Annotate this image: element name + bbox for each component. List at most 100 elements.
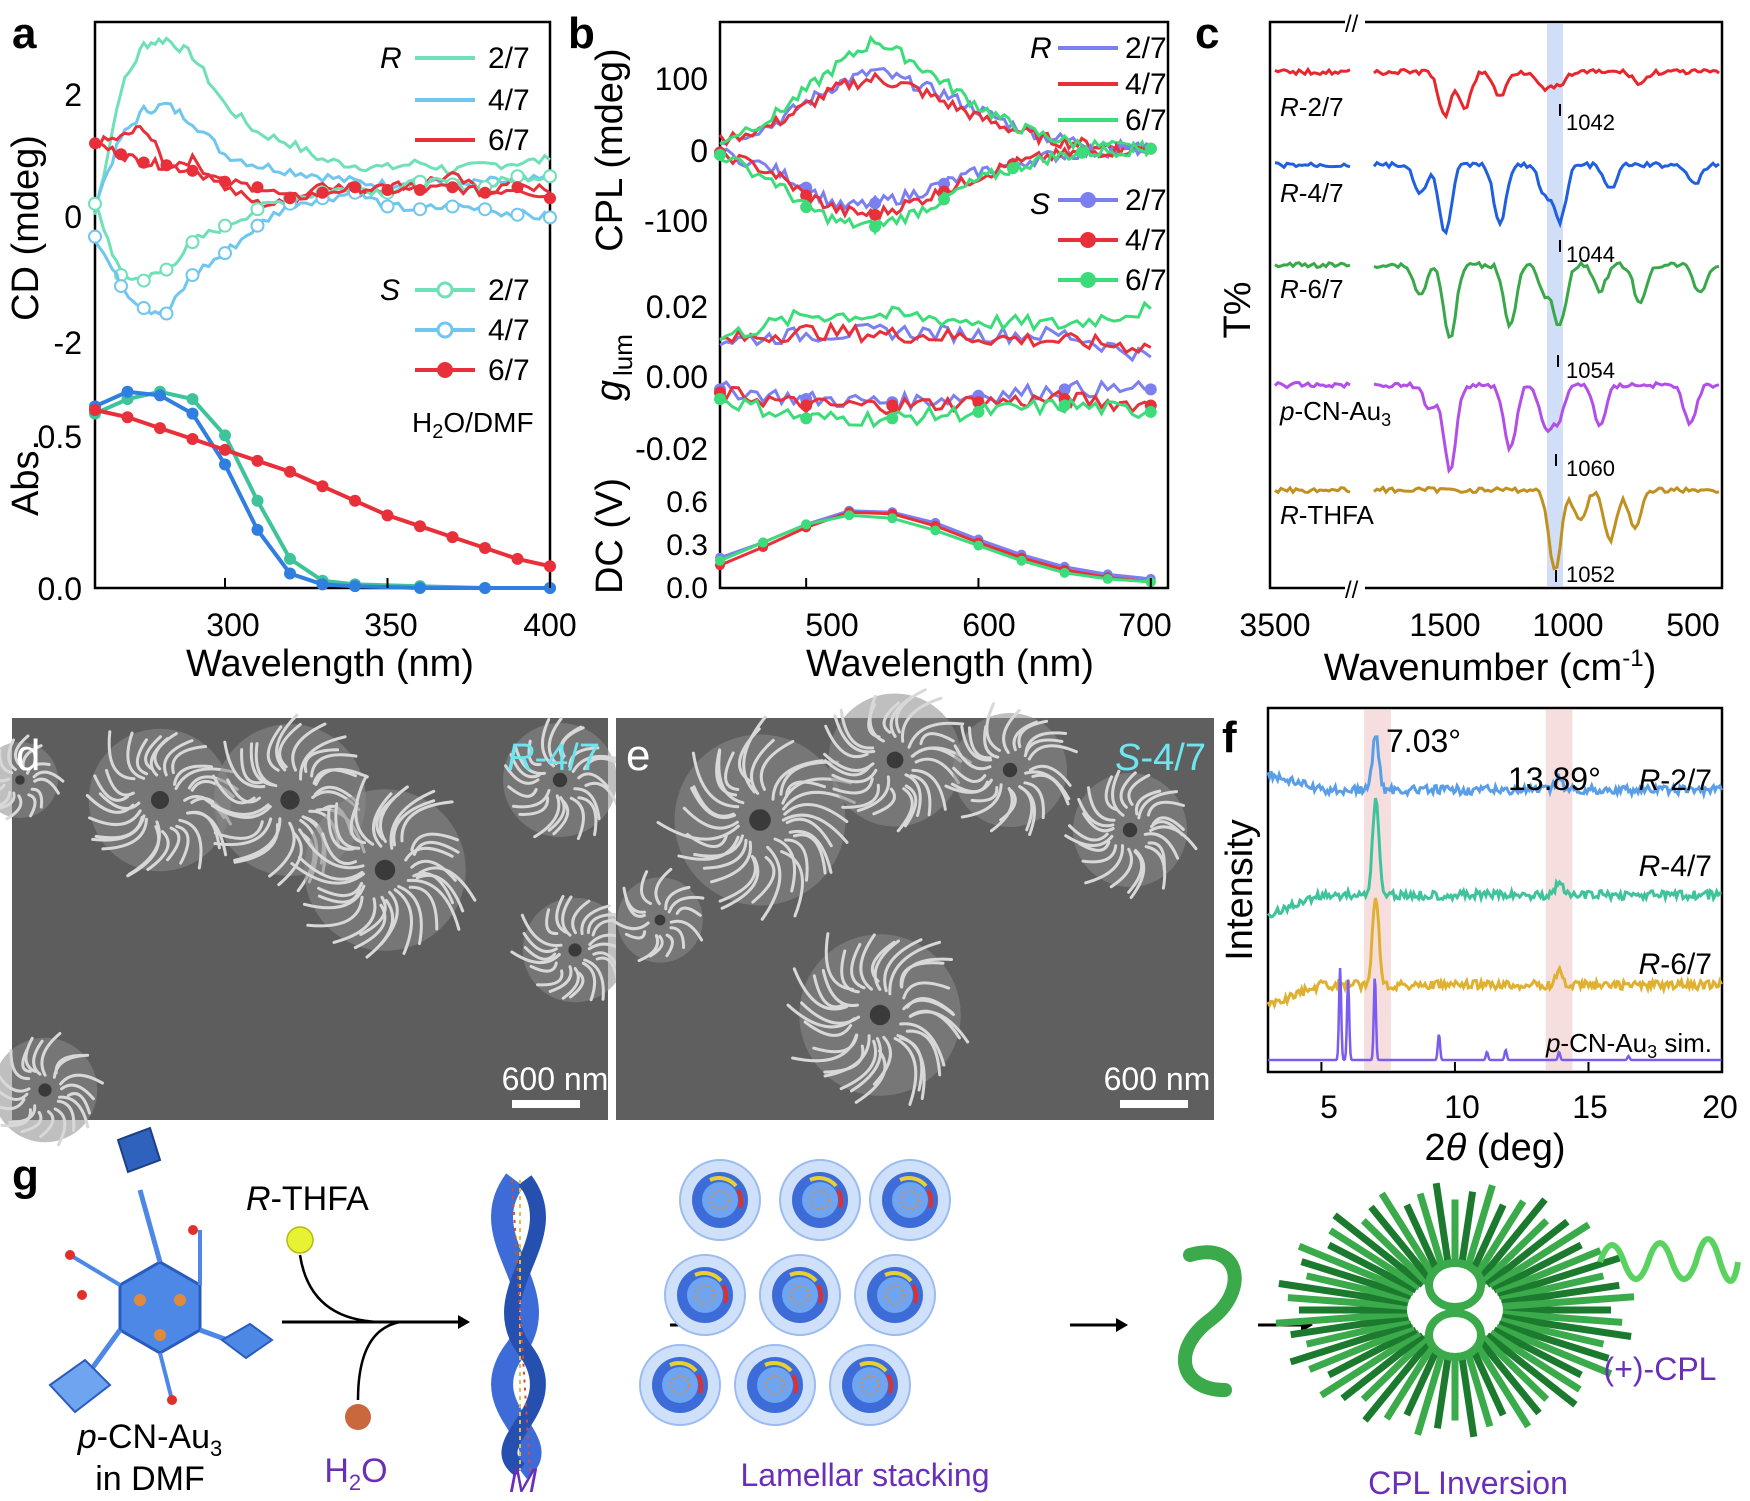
sem-petal [1127, 773, 1151, 806]
sem-petal [171, 745, 207, 775]
green-petal [1327, 1241, 1418, 1294]
panel-letter-e: e [626, 731, 650, 780]
sem-petal [306, 895, 364, 928]
sem-tag-d: R-4/7 [507, 737, 600, 779]
legend-a-R3: 6/7 [488, 124, 530, 157]
axes-frame-c [1268, 20, 1724, 590]
cd-marker [543, 210, 557, 225]
tick-abs-05: 0.5 [38, 419, 82, 455]
dc-marker [1059, 567, 1070, 578]
sem-flower-center [749, 809, 771, 831]
sem-petal [1143, 832, 1180, 860]
cd-line-5 [94, 141, 551, 201]
sem-petal [577, 772, 610, 789]
sem-flower-center [568, 943, 582, 957]
sem-petal [902, 981, 951, 1000]
abs-marker [186, 393, 199, 406]
cpl-marker [869, 220, 882, 233]
green-petal [1461, 1184, 1496, 1278]
abs-marker [219, 443, 231, 456]
panel-c: c // // T% 3500 1500 1000 500 Wavenumber… [1195, 9, 1724, 689]
sem-flower-d5 [510, 894, 638, 1003]
disc-core [860, 1375, 880, 1395]
sem-petal [749, 738, 775, 795]
cd-marker [543, 169, 557, 184]
sem-petal [568, 746, 600, 768]
ir-label-r47: R-4/7 [1280, 178, 1344, 208]
xrd-label-r67: R-6/7 [1639, 948, 1712, 981]
dc-marker [887, 513, 898, 524]
sem-petal [20, 1110, 43, 1134]
green-petal [1502, 1310, 1623, 1326]
dc-marker [930, 525, 941, 536]
xrd-trace-1 [1266, 797, 1722, 919]
green-petal [1499, 1317, 1605, 1348]
sem-petal [792, 833, 827, 875]
ylabel-dc: DC (V) [589, 478, 631, 594]
plot-area-b [714, 34, 1157, 588]
tick-b-500: 500 [805, 607, 858, 643]
sem-petal [784, 838, 809, 882]
sem-petal [1078, 840, 1111, 852]
axis-break-bottom-mask [1345, 578, 1365, 598]
disc-red-arc [836, 1188, 844, 1209]
green-petal [1484, 1332, 1578, 1408]
xrd-peak-703: 7.03° [1386, 723, 1461, 759]
sem-petal [581, 961, 597, 1002]
glum-line-5 [719, 396, 1152, 429]
cpl-inversion-label: CPL Inversion [1368, 1465, 1568, 1501]
sem-petal [873, 939, 900, 991]
ir-trace-3-0 [1273, 380, 1351, 390]
glum-marker [800, 412, 813, 425]
tick-f-5: 5 [1320, 1089, 1338, 1125]
sem-petal [547, 717, 563, 766]
sem-petal [610, 918, 650, 931]
sem-petal [327, 806, 355, 851]
peak-1044: 1044 [1566, 242, 1615, 267]
sem-petal [883, 938, 923, 993]
sem-petal [1127, 850, 1144, 894]
green-petal [1289, 1320, 1413, 1366]
cd-marker [218, 246, 232, 261]
tick-glum-000: 0.00 [646, 359, 708, 395]
sem-petal [637, 934, 660, 963]
legend-a-S-title: S [380, 274, 400, 307]
sem-petal [1023, 738, 1064, 758]
sem-petal [1081, 844, 1118, 864]
sem-petal [268, 821, 296, 878]
ir-trace-1-0 [1274, 161, 1351, 170]
disc-8 [829, 1344, 911, 1426]
sem-petal [909, 774, 932, 817]
abs-marker [251, 523, 264, 536]
sem-petal [400, 800, 454, 843]
legend-b-R2: 4/7 [1125, 68, 1167, 101]
sem-petal [353, 903, 387, 950]
sem-petal [310, 753, 358, 778]
disc-red-arc [791, 1373, 799, 1394]
sem-petal [291, 722, 327, 772]
sem-petal [24, 1036, 37, 1073]
glum-line-1 [719, 320, 1152, 355]
sem-petal [59, 1073, 104, 1086]
molecule-o-3 [188, 1225, 198, 1235]
sem-flower-center [886, 751, 904, 769]
sem-petal [718, 855, 757, 903]
cd-marker [284, 192, 296, 205]
sem-flower-d6 [0, 1032, 104, 1147]
disc-red-arc [696, 1373, 704, 1394]
sem-petal [332, 897, 377, 944]
sem-petal [895, 688, 927, 734]
sem-petal [1137, 790, 1178, 820]
legend-b-S3: 6/7 [1125, 264, 1167, 297]
tick-dc-03: 0.3 [666, 529, 708, 562]
molecule-bond-1 [68, 1253, 122, 1287]
green-petal [1414, 1342, 1449, 1436]
cd-line-4 [93, 190, 552, 317]
green-petal [1466, 1203, 1507, 1280]
sem-petal [536, 969, 564, 987]
green-petal [1360, 1334, 1430, 1402]
sem-petal [868, 694, 885, 743]
sem-petal [785, 817, 833, 848]
sem-petal [32, 1039, 44, 1076]
sem-petal [504, 764, 540, 785]
